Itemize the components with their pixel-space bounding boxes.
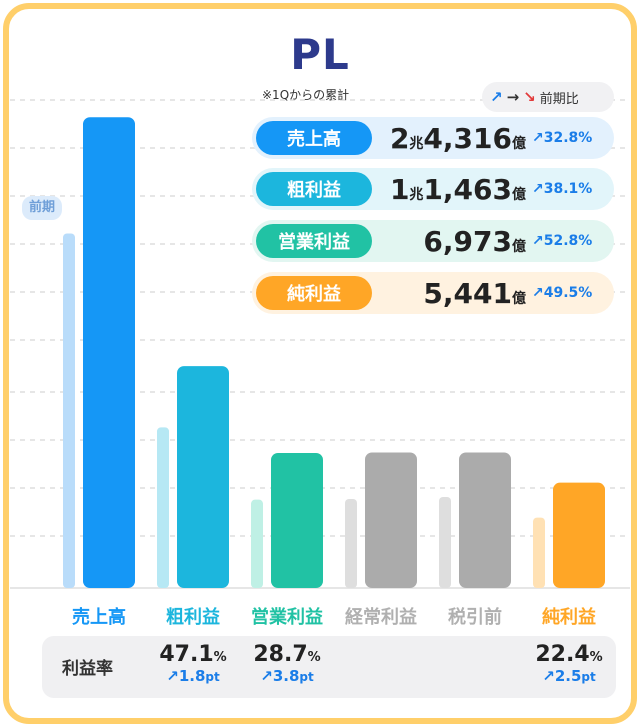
kpi-label: 売上高: [256, 121, 372, 155]
margin-item-3: 22.4% ↗2.5pt: [535, 642, 603, 685]
kpi-row-3: 営業利益 6,973億 ↗52.8%: [252, 220, 614, 262]
category-label-2: 粗利益: [166, 607, 220, 628]
current-bar-4: [365, 452, 417, 588]
kpi-row-2: 粗利益 1兆1,463億 ↗38.1%: [252, 168, 614, 210]
margin-item-2: 28.7% ↗3.8pt: [253, 642, 321, 685]
margin-delta: ↗1.8: [166, 667, 206, 685]
category-label-4: 経常利益: [345, 607, 417, 628]
kpi-value: 2兆4,316億: [389, 121, 526, 155]
kpi-value: 6,973億: [423, 224, 526, 258]
prev-bar-6: [533, 517, 545, 588]
kpi-change: ↗52.8%: [532, 233, 593, 249]
prev-bar-4: [345, 498, 357, 588]
kpi-label: 営業利益: [256, 224, 372, 258]
page-title: PL: [290, 30, 350, 79]
arrow-right-icon: →: [506, 88, 520, 106]
margin-item-1: 47.1% ↗1.8pt: [159, 642, 227, 685]
trend-legend-label: 前期比: [539, 91, 579, 107]
trend-legend: ↗ → ↘ 前期比: [482, 82, 614, 112]
prev-bar-5: [439, 497, 451, 588]
prev-bar-2: [157, 427, 169, 588]
margin-value: 47.1: [159, 642, 214, 667]
kpi-label: 粗利益: [256, 172, 372, 206]
profit-margin-title: 利益率: [62, 659, 113, 679]
margin-value: 28.7: [253, 642, 308, 667]
current-bar-6: [553, 482, 605, 588]
bars: [63, 117, 605, 589]
kpi-value: 5,441億: [423, 276, 526, 310]
current-bar-1: [83, 117, 135, 588]
kpi-change: ↗38.1%: [532, 181, 593, 197]
current-bar-2: [177, 366, 229, 588]
category-label-3: 営業利益: [251, 607, 323, 628]
kpi-change: ↗32.8%: [532, 130, 593, 146]
prev-bar-1: [63, 233, 75, 589]
current-bar-3: [271, 453, 323, 588]
prev-period-badge: 前期: [22, 196, 62, 220]
subtitle-note: ※1Qからの累計: [262, 88, 350, 102]
kpi-row-1: 売上高 2兆4,316億 ↗32.8%: [252, 117, 614, 159]
arrow-down-icon: ↘: [523, 88, 536, 106]
margin-value: 22.4: [535, 642, 590, 667]
kpi-label: 純利益: [256, 276, 372, 310]
prev-bar-3: [251, 499, 263, 588]
kpi-value: 1兆1,463億: [389, 172, 526, 206]
kpi-change: ↗49.5%: [532, 285, 593, 301]
kpi-row-4: 純利益 5,441億 ↗49.5%: [252, 272, 614, 314]
category-label-6: 純利益: [542, 607, 596, 628]
arrow-up-icon: ↗: [490, 88, 503, 106]
current-bar-5: [459, 452, 511, 588]
category-label-1: 売上高: [72, 607, 126, 628]
margin-delta: ↗2.5: [542, 667, 582, 685]
category-label-5: 税引前: [448, 607, 502, 628]
margin-delta: ↗3.8: [260, 667, 300, 685]
profit-margin-panel: 利益率 47.1% ↗1.8pt 28.7% ↗3.8pt 22.4% ↗2.5pt: [42, 636, 616, 698]
